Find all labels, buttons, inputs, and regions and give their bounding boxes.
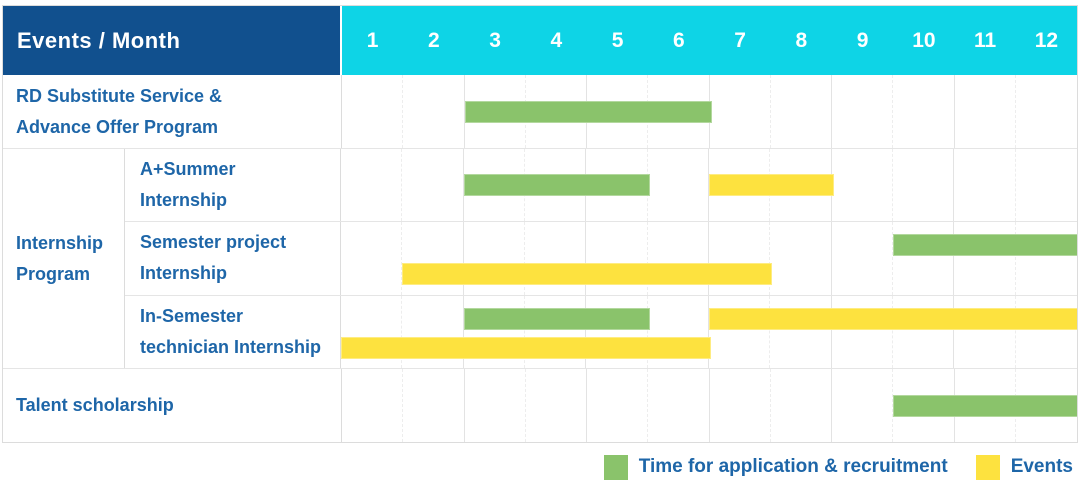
green-swatch-icon — [603, 454, 628, 480]
month-column — [771, 369, 832, 442]
month-column — [402, 295, 464, 368]
month-header-label: 7 — [734, 28, 746, 52]
internship-program-group: Internship Program A+Summer Internship S… — [3, 148, 1077, 368]
group-label-internship-program: Internship Program — [3, 149, 125, 368]
month-column — [1016, 222, 1077, 294]
month-column — [525, 295, 587, 368]
legend: Time for application & recruitment Event… — [603, 452, 1073, 482]
month-column — [832, 222, 893, 295]
gantt-bar-green — [893, 234, 1077, 257]
yellow-swatch-icon — [975, 454, 1000, 480]
month-header-label: 12 — [1034, 28, 1059, 52]
month-column — [954, 149, 1016, 222]
month-column — [341, 222, 403, 295]
chart-cell — [341, 295, 1077, 368]
month-column — [403, 75, 465, 148]
row-label-rd-substitute: RD Substitute Service & Advance Offer Pr… — [3, 75, 342, 148]
month-column — [770, 222, 832, 295]
month-column — [464, 295, 525, 368]
month-column — [954, 295, 1016, 368]
gantt-bar-green — [893, 394, 1077, 417]
month-header-label: 1 — [366, 28, 379, 52]
gantt-bar-green — [463, 174, 650, 197]
month-column — [648, 295, 709, 368]
group-subrows: A+Summer Internship Semester project Int… — [125, 149, 1077, 368]
month-column — [342, 75, 404, 148]
month-column — [893, 222, 955, 295]
gantt-bar-yellow — [709, 174, 834, 197]
month-column — [465, 369, 526, 442]
month-column — [832, 369, 894, 442]
legend-item-events: Events — [975, 454, 1073, 480]
month-header-label: 8 — [795, 28, 808, 52]
month-column — [342, 369, 404, 442]
table-row: Semester project Internship — [125, 221, 1077, 295]
month-column — [954, 222, 1016, 295]
month-column — [402, 149, 464, 222]
month-column — [893, 295, 955, 368]
month-column — [341, 149, 403, 222]
chart-cell — [342, 369, 1077, 442]
month-column — [1016, 149, 1077, 221]
month-header-label: 5 — [611, 28, 624, 52]
month-axis: 1 2 3 4 5 6 7 8 9 10 11 12 — [342, 6, 1077, 75]
chart-cell — [341, 149, 1077, 222]
month-column — [955, 75, 1016, 148]
month-column — [1016, 296, 1077, 368]
table-row: In-Semester technician Internship — [125, 294, 1077, 368]
table-row: Talent scholarship — [3, 368, 1077, 442]
month-column — [464, 222, 525, 295]
gantt-bar-green — [463, 307, 650, 330]
row-label-semester-project: Semester project Internship — [125, 222, 341, 295]
month-column — [648, 369, 710, 442]
month-column — [648, 222, 709, 295]
month-header-label: 3 — [489, 28, 501, 52]
month-column — [893, 149, 955, 222]
table-row: RD Substitute Service & Advance Offer Pr… — [3, 75, 1077, 148]
month-column — [709, 295, 771, 368]
row-label-a-plus-summer: A+Summer Internship — [125, 149, 341, 222]
month-column — [832, 295, 893, 368]
legend-label: Time for application & recruitment — [638, 456, 948, 477]
row-label-talent-scholarship: Talent scholarship — [3, 369, 342, 442]
month-column — [893, 75, 955, 148]
legend-item-application-recruitment: Time for application & recruitment — [603, 454, 948, 480]
row-label-in-semester-technician: In-Semester technician Internship — [125, 295, 341, 368]
month-column — [710, 369, 771, 442]
month-column — [403, 369, 465, 442]
month-header-label: 6 — [673, 28, 685, 52]
month-column — [770, 295, 832, 368]
month-column — [832, 75, 894, 148]
month-header-label: 4 — [550, 28, 563, 52]
month-column — [1016, 75, 1077, 148]
gantt-bar-green — [464, 100, 712, 123]
month-column — [710, 75, 771, 148]
chart-cell — [341, 222, 1077, 295]
month-column — [402, 222, 464, 295]
month-column — [526, 369, 587, 442]
table-title: Events / Month — [3, 6, 342, 75]
gantt-bar-yellow — [709, 307, 1077, 330]
table-row: A+Summer Internship — [125, 149, 1077, 222]
month-column — [586, 222, 648, 295]
month-column — [525, 222, 587, 295]
month-column — [341, 295, 403, 368]
gantt-bar-yellow — [402, 263, 773, 286]
month-column — [587, 369, 649, 442]
month-column — [648, 149, 709, 222]
chart-cell — [342, 75, 1077, 148]
table-header-row: Events / Month 1 2 3 4 5 6 7 8 9 10 11 12 — [3, 6, 1077, 75]
month-column — [586, 295, 648, 368]
month-header-label: 10 — [912, 28, 936, 52]
month-header-label: 2 — [428, 28, 440, 52]
month-column — [709, 222, 771, 295]
gantt-bar-yellow — [341, 336, 711, 359]
gantt-table: Events / Month 1 2 3 4 5 6 7 8 9 10 11 12 RD Substi… — [2, 5, 1078, 443]
month-header-label: 11 — [974, 28, 997, 52]
month-header-label: 9 — [856, 28, 869, 52]
legend-label: Events — [1010, 456, 1073, 477]
month-column — [832, 149, 893, 222]
month-column — [771, 75, 832, 148]
